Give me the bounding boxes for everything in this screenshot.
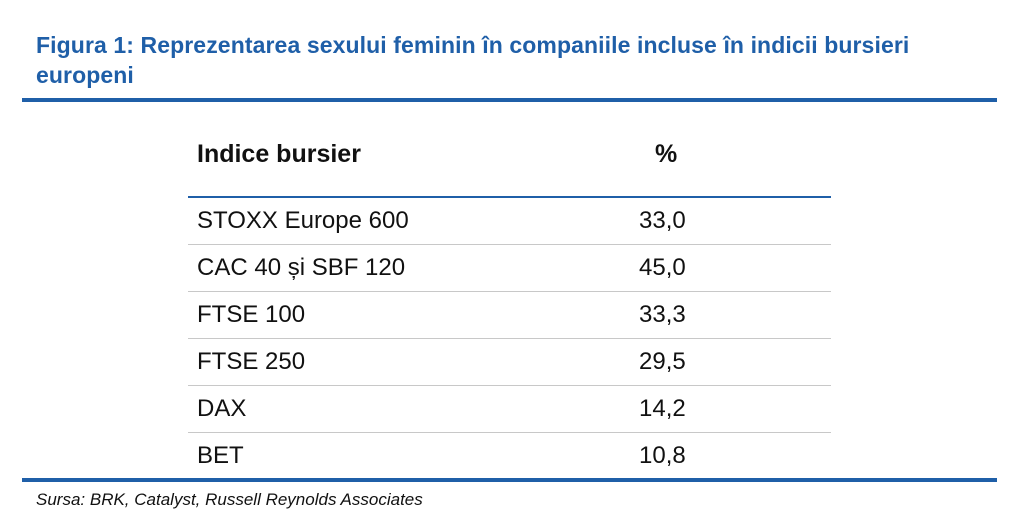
table-body: STOXX Europe 600 33,0 CAC 40 și SBF 120 … [188, 198, 831, 479]
column-header-index: Indice bursier [197, 140, 361, 168]
table-row: FTSE 250 29,5 [188, 339, 831, 386]
bottom-rule [22, 478, 997, 482]
index-name: STOXX Europe 600 [197, 207, 409, 234]
index-value: 10,8 [639, 442, 686, 469]
table-row: CAC 40 și SBF 120 45,0 [188, 245, 831, 292]
figure-title: Figura 1: Reprezentarea sexului feminin … [36, 32, 910, 88]
table-row: BET 10,8 [188, 433, 831, 479]
index-value: 33,0 [639, 207, 686, 234]
table-row: STOXX Europe 600 33,0 [188, 198, 831, 245]
index-value: 33,3 [639, 301, 686, 328]
top-rule [22, 98, 997, 102]
table-header: Indice bursier % [188, 104, 831, 198]
table-row: DAX 14,2 [188, 386, 831, 433]
index-value: 45,0 [639, 254, 686, 281]
index-name: CAC 40 și SBF 120 [197, 254, 406, 281]
index-name: FTSE 250 [197, 348, 306, 375]
index-name: BET [197, 442, 244, 469]
index-name: DAX [197, 395, 247, 422]
index-value: 29,5 [639, 348, 686, 375]
index-name: FTSE 100 [197, 301, 306, 328]
table-row: FTSE 100 33,3 [188, 292, 831, 339]
data-table: Indice bursier % STOXX Europe 600 33,0 C… [188, 104, 831, 479]
column-header-percent: % [655, 140, 678, 168]
index-value: 14,2 [639, 395, 686, 422]
source-note: Sursa: BRK, Catalyst, Russell Reynolds A… [36, 490, 423, 509]
